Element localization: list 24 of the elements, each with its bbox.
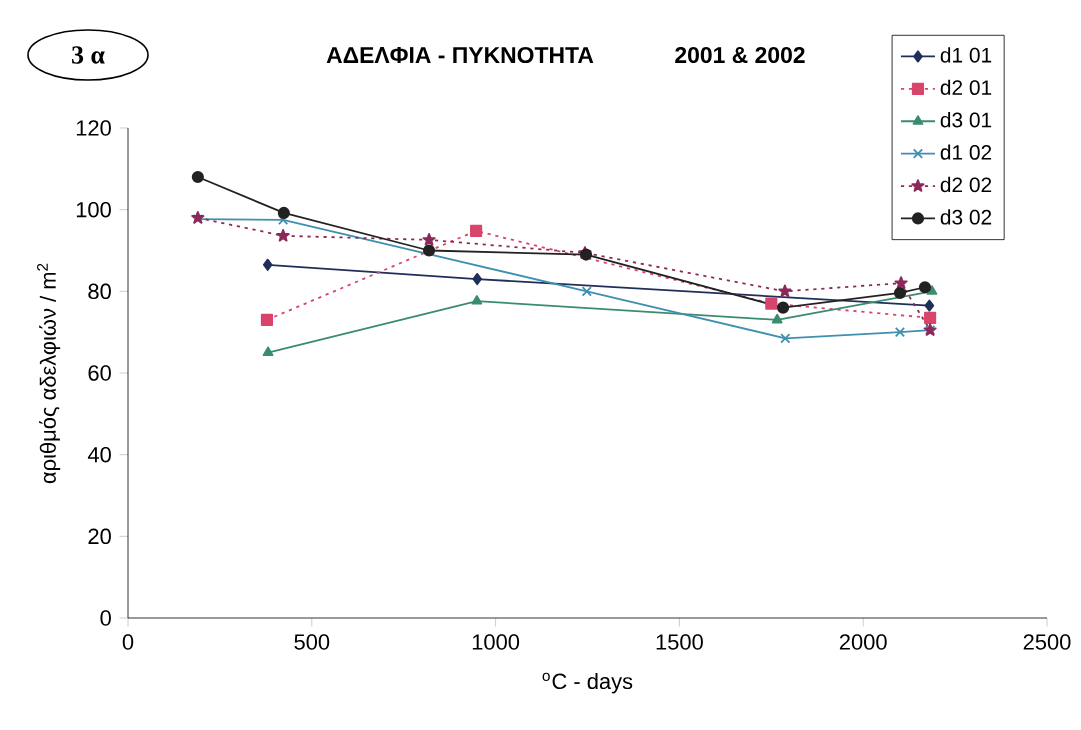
y-tick-label: 40 xyxy=(87,446,111,463)
legend-label: d3 02 xyxy=(940,209,992,225)
legend-label: d2 01 xyxy=(940,79,992,96)
x-tick-label: 2500 xyxy=(1023,634,1071,650)
x-tick-label: 1000 xyxy=(472,634,520,650)
chart-subtitle: 2001 & 2002 xyxy=(675,46,805,64)
legend-label: d1 01 xyxy=(940,47,992,63)
x-tick-label: 500 xyxy=(294,634,330,650)
y-tick-label: 0 xyxy=(100,610,111,626)
y-axis-title: αριθμός αδελφιών / m$^{2}$ xyxy=(37,263,61,484)
y-tick-label: 100 xyxy=(76,201,111,218)
x-tick-label: 1500 xyxy=(656,634,703,650)
legend-label: d2 02 xyxy=(940,176,992,193)
y-tick-label: 80 xyxy=(88,283,111,300)
legend-label: d3 01 xyxy=(940,112,992,128)
y-tick-label: 20 xyxy=(88,528,111,545)
x-axis-title: $^{o}$C - days xyxy=(542,672,633,694)
x-tick-label: 2000 xyxy=(839,634,887,650)
legend-label: d1 02 xyxy=(940,144,992,160)
text: 3 α xyxy=(72,46,105,64)
y-tick-label: 120 xyxy=(76,120,111,136)
x-tick-label: 0 xyxy=(122,634,134,650)
y-tick-label: 60 xyxy=(88,365,111,381)
chart-title: ΑΔΕΛΦΙΑ - ΠΥΚΝΟΤΗΤΑ xyxy=(326,46,594,64)
